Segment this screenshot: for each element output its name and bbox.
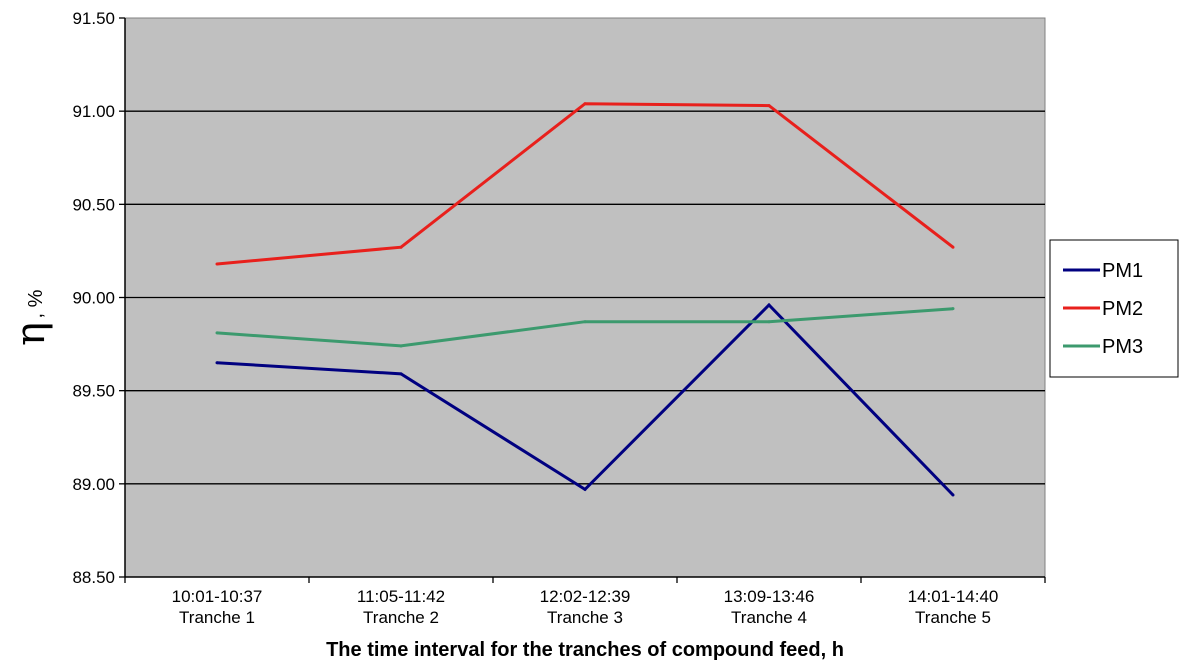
x-tick-label: 14:01-14:40 (908, 587, 999, 606)
series-lines (215, 102, 955, 497)
legend-label-pm1: PM1 (1102, 260, 1143, 282)
y-tick-label: 91.00 (72, 102, 115, 121)
y-tick-labels: 88.50 89.00 89.50 90.00 90.50 91.00 91.50 (72, 9, 125, 587)
y-tick-label: 88.50 (72, 568, 115, 587)
data-point-pm1 (215, 361, 219, 365)
data-point-pm3 (583, 320, 587, 324)
data-point-pm3 (215, 331, 219, 335)
data-point-pm1 (399, 372, 403, 376)
x-tick-labels: 10:01-10:37 Tranche 1 11:05-11:42 Tranche 2… (124, 577, 1046, 627)
x-tick-label: Tranche 4 (731, 608, 807, 627)
data-point-pm2 (583, 102, 587, 106)
y-tick-label: 91.50 (72, 9, 115, 28)
x-tick-label: 13:09-13:46 (724, 587, 815, 606)
legend-label-pm3: PM3 (1102, 336, 1143, 358)
y-tick-label: 89.50 (72, 382, 115, 401)
data-point-pm1 (767, 303, 771, 307)
data-point-pm1 (951, 493, 955, 497)
data-point-pm2 (399, 245, 403, 249)
x-tick-label: 10:01-10:37 (172, 587, 263, 606)
legend-label-pm2: PM2 (1102, 298, 1143, 320)
data-point-pm3 (399, 344, 403, 348)
x-tick-label: Tranche 2 (363, 608, 439, 627)
x-tick-label: Tranche 5 (915, 608, 991, 627)
y-axis-label-unit: , % (25, 289, 47, 318)
y-tick-label: 90.00 (72, 289, 115, 308)
gridlines (125, 17, 1045, 485)
y-tick-label: 89.00 (72, 475, 115, 494)
x-tick-label: 11:05-11:42 (357, 587, 445, 606)
data-point-pm2 (767, 104, 771, 108)
data-point-pm2 (951, 245, 955, 249)
x-axis-label: The time interval for the tranches of co… (326, 639, 844, 661)
data-point-pm3 (767, 320, 771, 324)
y-axis-label: η , % (8, 289, 54, 346)
x-tick-label: Tranche 1 (179, 608, 255, 627)
data-point-pm3 (951, 307, 955, 311)
y-tick-label: 90.50 (72, 195, 115, 214)
legend: PM1 PM2 PM3 (1049, 239, 1179, 378)
data-point-pm2 (215, 262, 219, 266)
x-tick-label: 12:02-12:39 (540, 587, 631, 606)
y-axis-label-symbol: η (8, 322, 54, 346)
x-tick-label: Tranche 3 (547, 608, 623, 627)
data-point-pm1 (583, 487, 587, 491)
